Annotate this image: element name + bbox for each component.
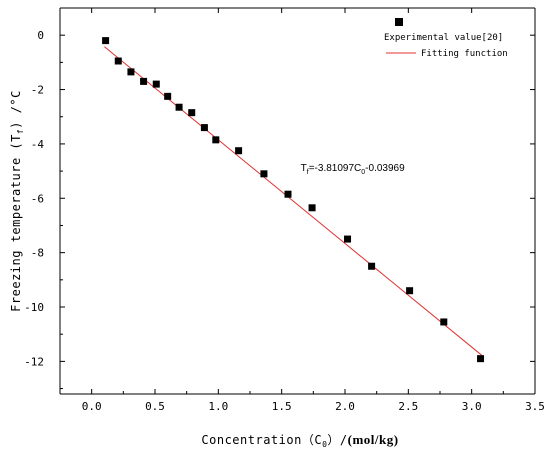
y-tick-label: -6 (31, 192, 44, 205)
x-ticks: 0.0 0.5 1.0 1.5 2.0 2.5 3.0 3.5 (82, 8, 545, 413)
x-tick-label: 1.0 (208, 400, 228, 413)
x-tick-label: 2.5 (398, 400, 418, 413)
y-tick-label: -12 (24, 355, 44, 368)
data-point (140, 77, 148, 85)
data-point (114, 57, 122, 65)
anno-tail: -0.03969 (365, 163, 405, 174)
x-tick-label: 3.5 (525, 400, 545, 413)
y-tick-label: 0 (37, 29, 44, 42)
anno-prefix-sub: f (307, 169, 309, 176)
data-point (284, 190, 292, 198)
y-tick-label: -10 (24, 301, 44, 314)
data-point (127, 68, 135, 76)
fit-line (104, 46, 483, 356)
data-point (406, 287, 414, 295)
data-point (308, 204, 316, 212)
data-point (102, 37, 110, 45)
data-point (260, 170, 268, 178)
x-axis-title-unit: (mol/kg) (348, 432, 399, 447)
legend-label-fitting: Fitting function (421, 49, 508, 59)
anno-mid: =-3.81097C (309, 163, 362, 174)
x-tick-label: 3.0 (462, 400, 482, 413)
fit-equation-annotation: Tf=-3.81097C0-0.03969 (301, 163, 405, 176)
x-tick-label: 0.0 (82, 400, 102, 413)
x-axis-title-main: Concentration（C (201, 433, 322, 447)
y-axis-title-sub: f (16, 129, 25, 134)
data-point (175, 103, 183, 111)
x-tick-label: 1.5 (272, 400, 292, 413)
data-point (344, 235, 352, 243)
anno-mid-sub: 0 (361, 169, 365, 176)
anno-prefix: T (301, 163, 307, 174)
experimental-points-series (102, 37, 485, 363)
y-axis-title: Freezing temperature (Tf) /°C (9, 90, 25, 312)
fit-line-series (104, 46, 483, 356)
data-point (212, 136, 220, 144)
legend-marker-square (395, 18, 403, 26)
x-tick-label: 2.0 (335, 400, 355, 413)
x-axis-title: Concentration（C0）/(mol/kg) (201, 432, 398, 449)
x-axis-title-sub: 0 (322, 440, 327, 449)
data-point (164, 92, 172, 100)
y-tick-label: -4 (31, 138, 45, 151)
data-point (440, 318, 448, 326)
legend-label-experimental: Experimental value[20] (384, 33, 503, 43)
y-ticks: 0 -2 -4 -6 -8 -10 -12 (24, 29, 535, 390)
y-axis-title-tail: ) /°C (9, 90, 23, 129)
y-tick-label: -8 (31, 247, 44, 260)
data-point (368, 262, 376, 270)
legend: Experimental value[20] Fitting function (384, 18, 508, 59)
y-tick-label: -2 (31, 84, 44, 97)
data-point (152, 80, 160, 88)
plot-axes (59, 7, 536, 395)
x-tick-label: 0.5 (145, 400, 165, 413)
data-point (188, 109, 196, 117)
x-axis-title-sep: ）/ (327, 433, 347, 447)
y-axis-title-main: Freezing temperature (T (9, 134, 23, 312)
data-point (200, 124, 208, 132)
data-point (235, 147, 243, 155)
data-point (477, 355, 485, 363)
